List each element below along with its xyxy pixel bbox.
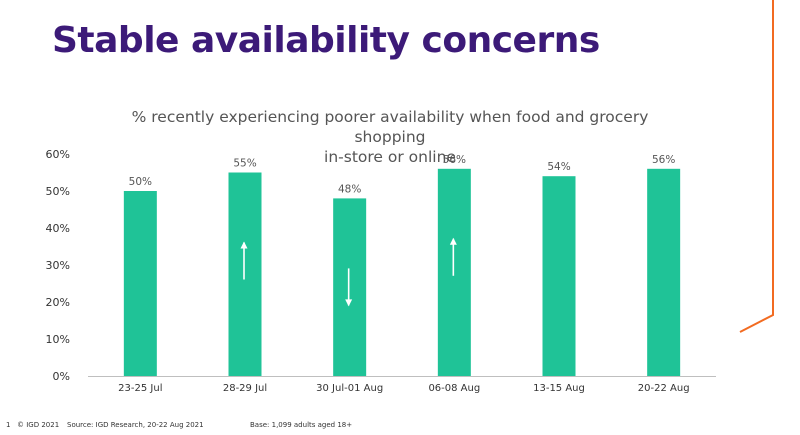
bar bbox=[333, 198, 367, 376]
bar bbox=[647, 168, 681, 376]
y-tick-label: 30% bbox=[46, 259, 70, 272]
y-tick-label: 40% bbox=[46, 222, 70, 235]
footer-source: Source: IGD Research, 20-22 Aug 2021 bbox=[67, 421, 204, 429]
x-tick-label: 30 Jul-01 Aug bbox=[316, 383, 383, 394]
y-tick-label: 10% bbox=[46, 333, 70, 346]
data-label: 48% bbox=[338, 183, 361, 195]
data-label: 55% bbox=[233, 158, 256, 170]
slide-title: Stable availability concerns bbox=[52, 20, 600, 61]
bar bbox=[228, 172, 262, 376]
x-tick-label: 20-22 Aug bbox=[638, 383, 690, 394]
chart-title-line-2: in-store or online bbox=[324, 148, 456, 166]
footer-base: Base: 1,099 adults aged 18+ bbox=[250, 421, 353, 429]
x-tick-label: 28-29 Jul bbox=[223, 383, 267, 394]
y-tick-label: 50% bbox=[46, 185, 70, 198]
data-label: 50% bbox=[129, 176, 152, 188]
y-tick-label: 20% bbox=[46, 296, 70, 309]
trend-arrowhead-down-icon bbox=[345, 299, 353, 307]
footer-copyright: © IGD 2021 bbox=[17, 421, 60, 429]
x-tick-label: 13-15 Aug bbox=[533, 383, 585, 394]
y-tick-label: 60% bbox=[46, 148, 70, 161]
x-tick-label: 06-08 Aug bbox=[428, 383, 480, 394]
data-label: 54% bbox=[547, 161, 570, 173]
x-tick-label: 23-25 Jul bbox=[118, 383, 162, 394]
data-label: 56% bbox=[443, 154, 466, 166]
bar-chart: 0% 10% 20% 30% 40% 50% 60% 50% 23-25 Jul 55% 28-29… bbox=[46, 148, 716, 394]
bar bbox=[542, 176, 576, 376]
orange-accent-line bbox=[739, 0, 774, 333]
chart-title-line-1: % recently experiencing poorer availabil… bbox=[131, 108, 649, 146]
bar bbox=[123, 191, 157, 376]
footer-page-number: 1 bbox=[6, 421, 11, 429]
trend-arrowhead-up-icon bbox=[449, 237, 457, 245]
trend-arrowhead-up-icon bbox=[240, 241, 248, 249]
y-tick-label: 0% bbox=[53, 370, 70, 383]
bar bbox=[437, 168, 471, 376]
chart-title: % recently experiencing poorer availabil… bbox=[100, 107, 680, 167]
data-label: 56% bbox=[652, 154, 675, 166]
